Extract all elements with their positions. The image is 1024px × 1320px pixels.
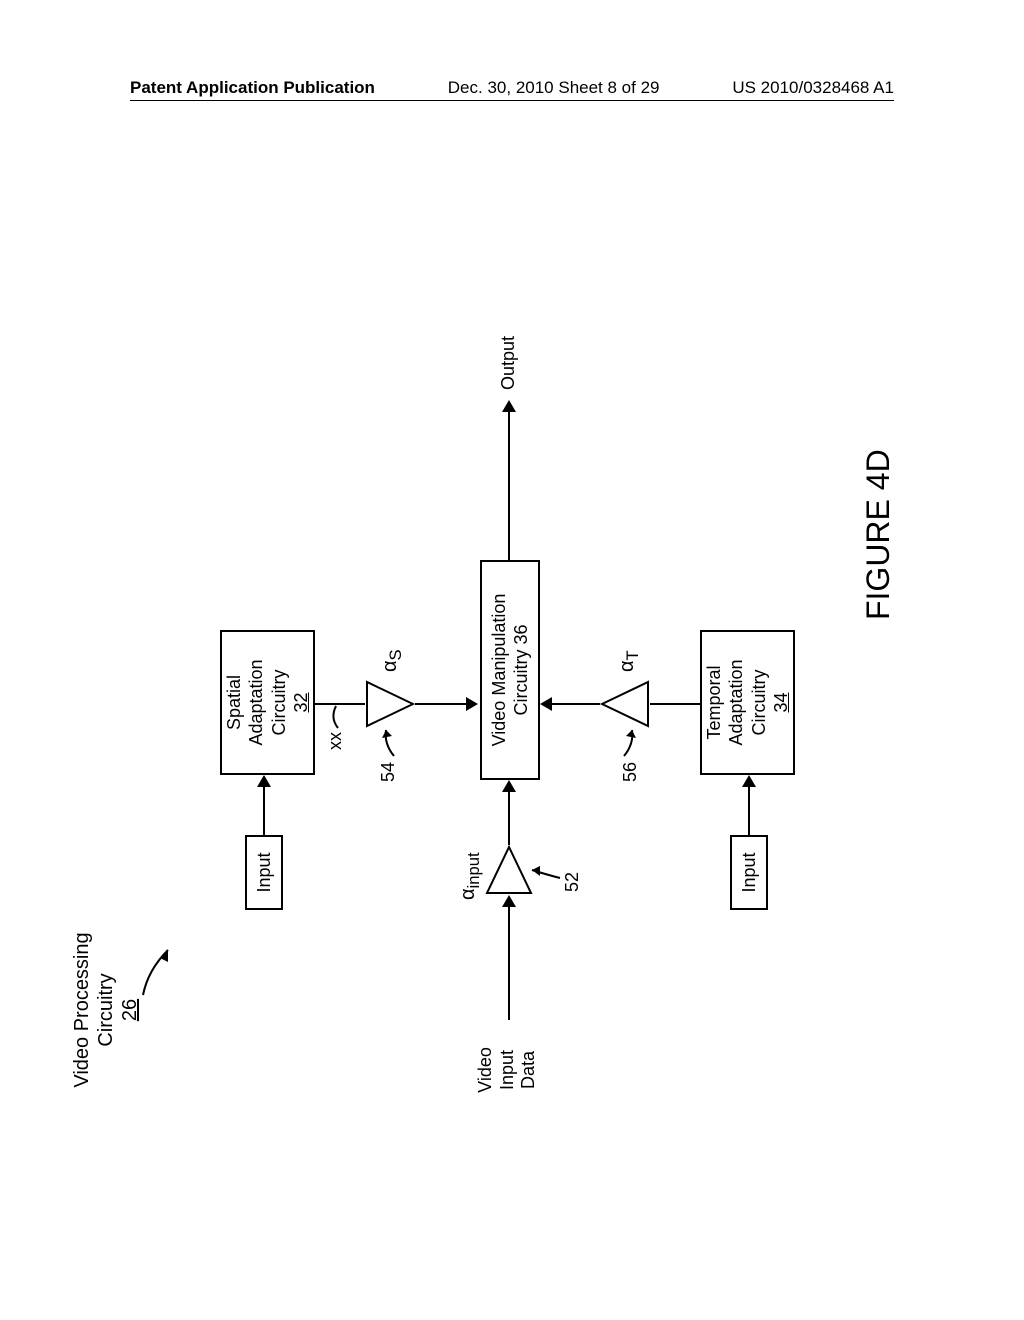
spatial-text: Spatial Adaptation Circuitry (223, 659, 291, 745)
video-manipulation-block: Video Manipulation Circuitry 36 (480, 560, 540, 780)
temporal-ref: 34 (770, 692, 793, 712)
header-right: US 2010/0328468 A1 (732, 78, 894, 98)
amp-temporal-triangle (600, 680, 650, 728)
ref-54-leader (380, 726, 403, 758)
temporal-block: Temporal Adaptation Circuitry 34 (700, 630, 795, 775)
output-label: Output (498, 336, 520, 390)
arrowhead-inputtop-to-spatial (257, 775, 271, 787)
arrow-tri52-to-manip (508, 790, 510, 845)
ref-56: 56 (620, 762, 642, 782)
arrow-tri56-to-manip (552, 703, 600, 705)
input-top-box: Input (245, 835, 283, 910)
circuitry-title: Video Processing Circuitry 26 (70, 920, 142, 1100)
xx-leader (328, 700, 353, 730)
alpha-input-sub: input (464, 852, 483, 888)
ref-54: 54 (378, 762, 400, 782)
title-leader (138, 940, 183, 1000)
arrowhead-manip-to-output (502, 400, 516, 412)
header-rule (130, 100, 894, 101)
header-center: Dec. 30, 2010 Sheet 8 of 29 (448, 78, 660, 98)
alpha-s-sub: S (386, 649, 405, 660)
spatial-block: Spatial Adaptation Circuitry 32 (220, 630, 315, 775)
arrow-tri54-to-manip (415, 703, 468, 705)
arrowhead-tri56-to-manip (540, 697, 552, 711)
arrow-inputbot-to-temporal (748, 785, 750, 835)
arrow-inputtop-to-spatial (263, 785, 265, 835)
alpha-s-label: αS (378, 649, 406, 672)
temporal-text: Temporal Adaptation Circuitry (703, 659, 771, 745)
input-bottom-box: Input (730, 835, 768, 910)
page-header: Patent Application Publication Dec. 30, … (0, 78, 1024, 98)
arrowhead-tri54-to-manip (466, 697, 478, 711)
arrowhead-inputbot-to-temporal (742, 775, 756, 787)
alpha-input-label: αinput (456, 852, 484, 900)
input-top-text: Input (253, 852, 276, 892)
header-left: Patent Application Publication (130, 78, 375, 98)
circuitry-title-text: Video Processing Circuitry (71, 932, 117, 1087)
ref-52-leader (530, 850, 569, 880)
video-manipulation-text: Video Manipulation Circuitry 36 (488, 594, 533, 747)
amp-input-triangle (485, 845, 533, 895)
arrow-manip-to-output (508, 410, 510, 560)
arrowhead-input-to-tri52 (502, 895, 516, 907)
ref-56-leader (620, 726, 643, 758)
input-bottom-text: Input (738, 852, 761, 892)
arrow-input-to-tri52 (508, 905, 510, 1020)
circuitry-title-ref: 26 (119, 999, 141, 1021)
spatial-ref: 32 (290, 692, 313, 712)
amp-spatial-triangle (365, 680, 415, 728)
figure-caption: FIGURE 4D (860, 449, 897, 620)
diagram-stage: Video Processing Circuitry 26 Video Inpu… (120, 240, 920, 1040)
line-temporal-to-tri56 (650, 703, 700, 705)
alpha-t-label: αT (615, 650, 643, 672)
alpha-t-sub: T (623, 650, 642, 660)
video-input-data-label: Video Input Data (475, 1030, 540, 1110)
arrowhead-tri52-to-manip (502, 780, 516, 792)
xx-label: xx (325, 732, 347, 750)
